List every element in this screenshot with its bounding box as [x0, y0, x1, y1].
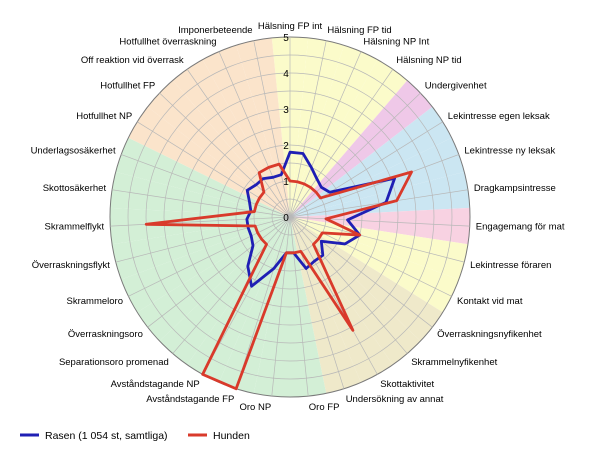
grid-spoke	[186, 69, 291, 218]
grid-spoke	[289, 216, 465, 263]
radial-tick-labels: 0 1 2 3 4 5	[283, 33, 289, 224]
grid-spoke	[289, 216, 470, 227]
radar-series	[144, 150, 413, 391]
category-label: Hotfullhet FP	[100, 80, 155, 91]
category-label: Hälsning NP tid	[396, 55, 461, 66]
category-label: Skrammelnyfikenhet	[411, 357, 497, 368]
grid-spoke	[289, 121, 443, 218]
radar-grid	[109, 36, 471, 398]
category-label: Imponerbeteende	[178, 25, 252, 36]
legend-label-1: Hunden	[213, 430, 250, 442]
category-label: Oro NP	[240, 402, 272, 413]
sector-6-15	[290, 217, 327, 397]
category-label: Hotfullhet överraskning	[119, 37, 216, 48]
sector-0-2	[290, 45, 378, 217]
category-label: Undersökning av annat	[346, 394, 444, 405]
grid-spoke	[159, 92, 291, 218]
category-label: Överraskningsnyfikenhet	[437, 329, 542, 340]
category-label: Hälsning FP tid	[327, 25, 391, 36]
legend-label-0: Rasen (1 054 st, samtliga)	[45, 430, 168, 442]
sector-0-3	[290, 59, 408, 218]
grid-spoke	[172, 216, 291, 354]
sector-6-24	[110, 171, 290, 217]
grid-spoke	[289, 216, 433, 328]
grid-spoke	[115, 216, 291, 263]
category-label: Skrammelflykt	[45, 222, 105, 233]
category-label: Lekintresse ny leksak	[464, 146, 555, 157]
category-label: Oro FP	[309, 402, 340, 413]
category-label: Off reaktion vid överrask	[81, 55, 184, 66]
sector-2-7	[290, 171, 470, 217]
sector-6-16	[253, 217, 290, 397]
category-label: Hälsning FP int	[258, 21, 323, 32]
category-label: Avståndstagande NP	[111, 379, 200, 390]
sector-6-19	[159, 217, 290, 365]
grid-spoke	[110, 216, 291, 227]
series-line-1	[144, 162, 413, 391]
grid-spoke	[289, 216, 452, 297]
sector-7-30	[236, 37, 290, 217]
category-label: Lekintresse föraren	[470, 260, 551, 271]
category-label: Skottaktivitet	[380, 379, 434, 390]
tick-label: 4	[283, 69, 289, 80]
category-label: Överraskningsoro	[68, 329, 143, 340]
grid-spoke	[289, 189, 468, 218]
sector-5-13	[290, 217, 393, 383]
grid-spoke	[289, 216, 309, 397]
category-label: Skrammeloro	[67, 296, 124, 307]
grid-spoke	[112, 189, 291, 218]
grid-spoke	[289, 216, 378, 375]
grid-spoke	[289, 69, 394, 218]
grid-spoke	[235, 216, 291, 389]
grid-spoke	[289, 216, 345, 389]
category-label: Undergivenhet	[425, 80, 487, 91]
category-label: Avståndstagande FP	[146, 394, 234, 405]
tick-label: 3	[283, 105, 289, 116]
sector-6-22	[112, 217, 290, 280]
category-label: Hotfullhet NP	[76, 111, 132, 122]
tick-label: 1	[283, 177, 289, 188]
sector-2-5	[290, 106, 452, 217]
sector-0-1	[290, 37, 344, 217]
category-label: Lekintresse egen leksak	[448, 111, 550, 122]
sector-7-29	[202, 45, 290, 217]
grid-spoke	[147, 216, 291, 328]
grid-spoke	[137, 121, 291, 218]
sector-6-21	[121, 217, 290, 313]
grid-spoke	[289, 92, 421, 218]
grid-spoke	[128, 216, 291, 297]
category-label: Hälsning NP Int	[363, 37, 429, 48]
grid-spoke	[289, 40, 327, 218]
category-label: Engagemang för mat	[476, 222, 565, 233]
sector-5-11	[290, 217, 443, 342]
grid-spoke	[271, 216, 291, 397]
grid-spoke	[202, 216, 291, 375]
category-label: Skottosäkerhet	[43, 183, 107, 194]
category-label: Dragkampsintresse	[474, 183, 556, 194]
grid-spoke	[289, 51, 362, 218]
category-label: Kontakt vid mat	[457, 296, 523, 307]
tick-label: 5	[283, 33, 289, 44]
sector-2-6	[290, 137, 465, 217]
category-label: Separationsoro promenad	[59, 357, 169, 368]
tick-label: 2	[283, 141, 289, 152]
sector-6-25	[115, 137, 290, 217]
tick-label: 0	[283, 213, 289, 224]
grid-spoke	[121, 154, 291, 218]
legend: Rasen (1 054 st, samtliga) Hunden	[20, 430, 250, 442]
grid-spoke	[289, 154, 459, 218]
grid-spoke	[253, 40, 291, 218]
grid-spoke	[218, 51, 291, 218]
sector-6-17	[219, 217, 290, 394]
category-label: Underlagsosäkerhet	[31, 146, 116, 157]
sector-4-10	[290, 217, 459, 313]
category-label: Överraskningsflykt	[32, 260, 110, 271]
grid-spoke	[289, 216, 408, 354]
